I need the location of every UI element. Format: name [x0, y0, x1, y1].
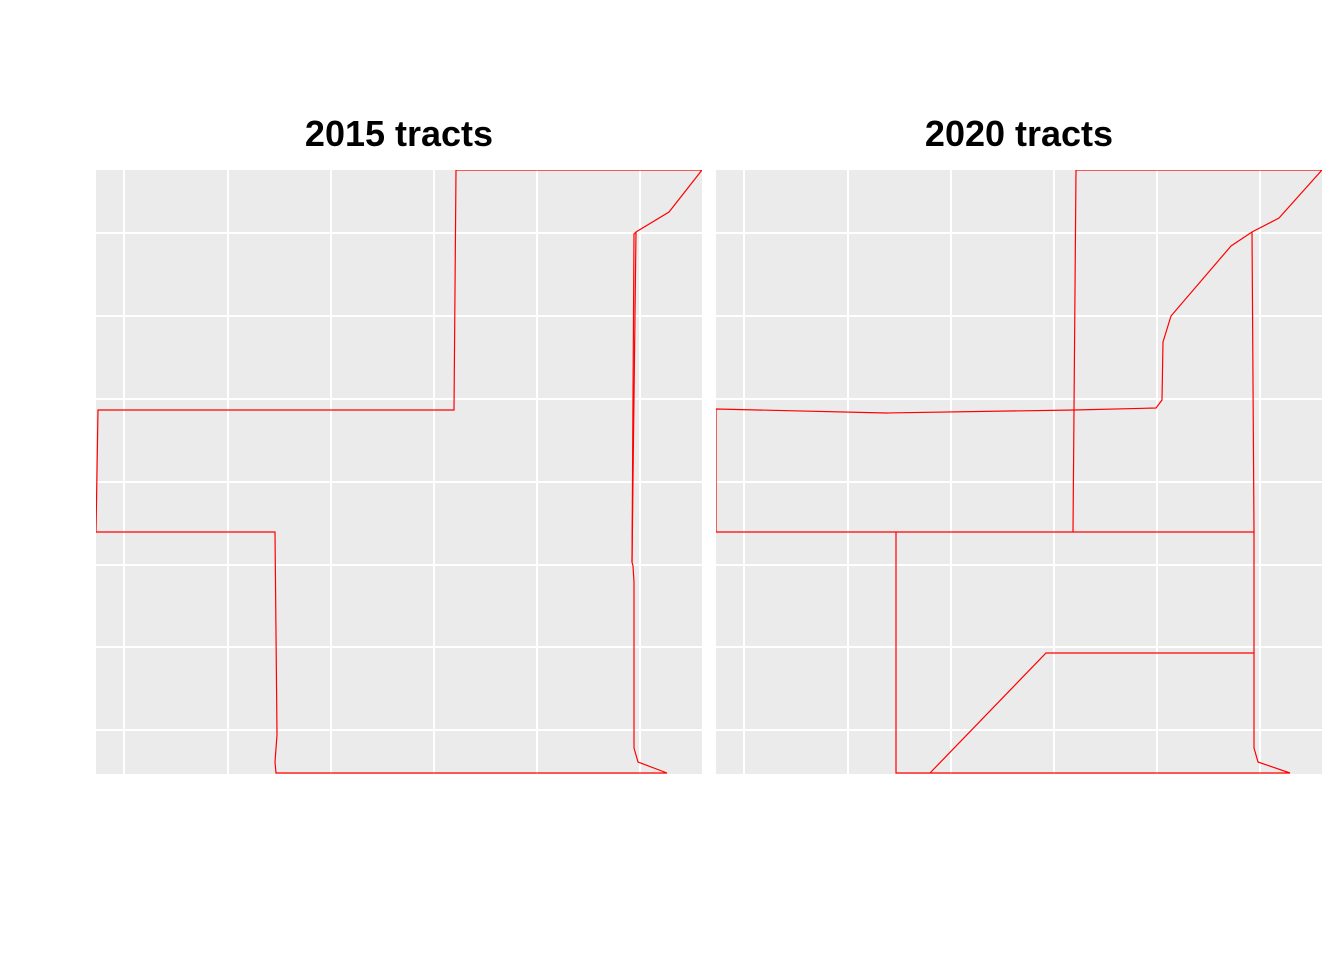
panel-background: [716, 170, 1322, 774]
tract-outline: [716, 170, 1322, 774]
tract-divider-east: [1251, 231, 1255, 533]
grid-lines: [96, 170, 702, 774]
tract-boundaries-2015: [96, 170, 702, 774]
panel-title-2015: 2015 tracts: [304, 113, 494, 154]
panel-background: [96, 170, 702, 774]
grid-lines: [716, 170, 1322, 774]
tract-divider: [631, 231, 637, 563]
map-2020-svg: [716, 170, 1322, 774]
tract-divider-vertical: [1072, 170, 1077, 533]
map-panel-2020: [716, 170, 1322, 774]
panel-title-2020: 2020 tracts: [924, 113, 1114, 154]
tract-boundaries-2020: [716, 170, 1322, 774]
map-panel-2015: [96, 170, 702, 774]
map-2015-svg: [96, 170, 702, 774]
tract-divider-south: [929, 652, 1254, 774]
